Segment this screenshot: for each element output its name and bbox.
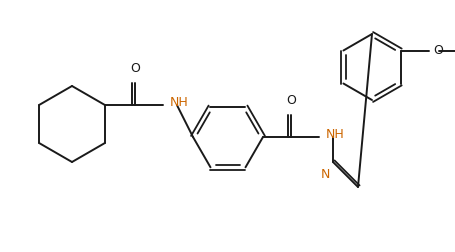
Text: O: O bbox=[285, 94, 295, 107]
Text: O: O bbox=[433, 44, 442, 57]
Text: NH: NH bbox=[170, 96, 188, 109]
Text: O: O bbox=[130, 62, 140, 75]
Text: NH: NH bbox=[325, 128, 344, 141]
Text: N: N bbox=[320, 168, 330, 181]
